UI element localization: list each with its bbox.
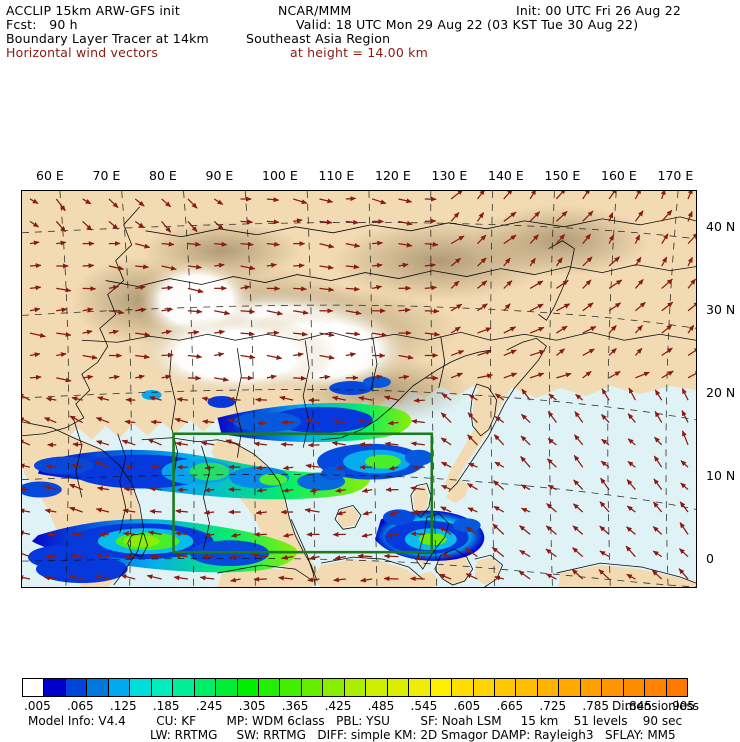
- colorbar-cell-3: [87, 679, 108, 696]
- colorbar-cell-22: [495, 679, 516, 696]
- colorbar[interactable]: [22, 678, 688, 697]
- colorbar-cell-30: [667, 679, 687, 696]
- colorbar-tick-2: .125: [110, 699, 137, 713]
- colorbar-cell-16: [366, 679, 387, 696]
- colorbar-tick-3: .185: [153, 699, 180, 713]
- colorbar-tick-0: .005: [24, 699, 51, 713]
- colorbar-cell-27: [602, 679, 623, 696]
- y-tick-0: 0: [706, 551, 714, 566]
- colorbar-cell-10: [238, 679, 259, 696]
- colorbar-cell-6: [152, 679, 173, 696]
- colorbar-cell-11: [259, 679, 280, 696]
- colorbar-cell-19: [431, 679, 452, 696]
- header-model-init: ACCLIP 15km ARW-GFS init: [6, 4, 180, 17]
- x-tick-90-E: 90 E: [206, 168, 234, 183]
- x-tick-150-E: 150 E: [545, 168, 581, 183]
- header-center-ncar: NCAR/MMM: [278, 4, 351, 17]
- colorbar-cell-24: [538, 679, 559, 696]
- colorbar-cell-9: [216, 679, 237, 696]
- colorbar-tick-11: .665: [496, 699, 523, 713]
- colorbar-cell-14: [323, 679, 344, 696]
- colorbar-cell-2: [66, 679, 87, 696]
- y-tick-20-N: 20 N: [706, 385, 735, 400]
- x-tick-80-E: 80 E: [149, 168, 177, 183]
- colorbar-cell-7: [173, 679, 194, 696]
- header-vector-label: Horizontal wind vectors: [6, 46, 158, 59]
- colorbar-cell-13: [302, 679, 323, 696]
- colorbar-tick-7: .425: [325, 699, 352, 713]
- colorbar-cell-23: [516, 679, 537, 696]
- model-info-line-1: Model Info: V4.4 CU: KF MP: WDM 6class P…: [28, 714, 682, 728]
- colorbar-cell-25: [559, 679, 580, 696]
- x-tick-70-E: 70 E: [93, 168, 121, 183]
- x-tick-130-E: 130 E: [432, 168, 468, 183]
- x-tick-110-E: 110 E: [319, 168, 355, 183]
- y-tick-40-N: 40 N: [706, 219, 735, 234]
- colorbar-tick-9: .545: [411, 699, 438, 713]
- colorbar-cell-17: [388, 679, 409, 696]
- colorbar-tick-8: .485: [368, 699, 395, 713]
- x-tick-60-E: 60 E: [36, 168, 64, 183]
- colorbar-cell-5: [130, 679, 151, 696]
- y-tick-30-N: 30 N: [706, 302, 735, 317]
- header-valid-time: Valid: 18 UTC Mon 29 Aug 22 (03 KST Tue …: [296, 18, 638, 31]
- colorbar-cell-12: [280, 679, 301, 696]
- colorbar-cell-21: [474, 679, 495, 696]
- colorbar-tick-13: .785: [582, 699, 609, 713]
- colorbar-cell-18: [409, 679, 430, 696]
- colorbar-tick-6: .365: [282, 699, 309, 713]
- colorbar-tick-10: .605: [454, 699, 481, 713]
- x-tick-140-E: 140 E: [488, 168, 524, 183]
- header-init-time: Init: 00 UTC Fri 26 Aug 22: [516, 4, 681, 17]
- x-tick-120-E: 120 E: [375, 168, 411, 183]
- colorbar-unit-label: Dimensionless: [612, 699, 699, 713]
- map-graphic: [22, 191, 696, 587]
- x-tick-170-E: 170 E: [658, 168, 694, 183]
- x-tick-160-E: 160 E: [601, 168, 637, 183]
- colorbar-cell-29: [645, 679, 666, 696]
- colorbar-cell-8: [195, 679, 216, 696]
- y-tick-10-N: 10 N: [706, 468, 735, 483]
- header-height-label: at height = 14.00 km: [290, 46, 428, 59]
- colorbar-tick-4: .245: [196, 699, 223, 713]
- colorbar-tick-12: .725: [539, 699, 566, 713]
- colorbar-tick-1: .065: [67, 699, 94, 713]
- colorbar-cell-4: [109, 679, 130, 696]
- header-field-name: Boundary Layer Tracer at 14km: [6, 32, 209, 45]
- colorbar-cell-28: [624, 679, 645, 696]
- colorbar-cell-26: [581, 679, 602, 696]
- colorbar-cell-1: [44, 679, 65, 696]
- colorbar-cell-0: [23, 679, 44, 696]
- x-tick-100-E: 100 E: [262, 168, 298, 183]
- colorbar-tick-5: .305: [239, 699, 266, 713]
- colorbar-cell-20: [452, 679, 473, 696]
- header-region-name: Southeast Asia Region: [246, 32, 390, 45]
- colorbar-cell-15: [345, 679, 366, 696]
- header-forecast-hour: Fcst: 90 h: [6, 18, 78, 31]
- map-panel[interactable]: [21, 190, 697, 588]
